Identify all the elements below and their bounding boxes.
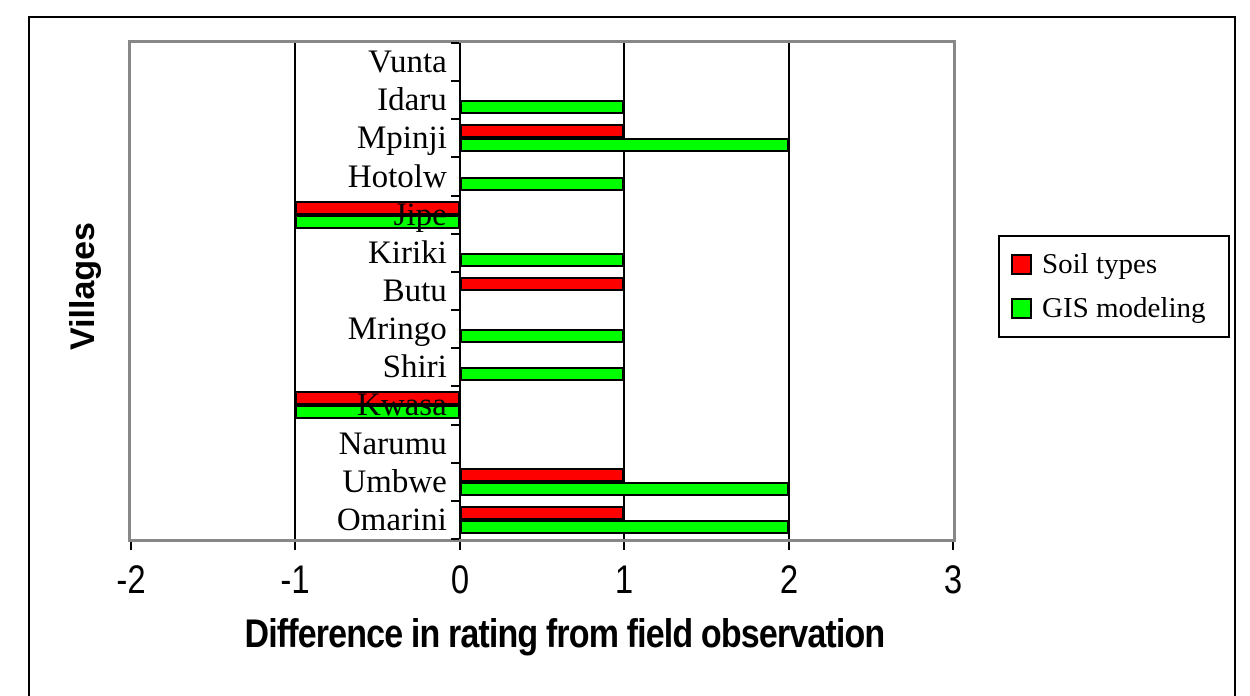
x-axis-title: Difference in rating from field observat… xyxy=(244,612,886,656)
y-axis-title: Villages xyxy=(64,222,102,350)
bar-gis-modeling-shiri xyxy=(459,367,625,382)
bar-soil-types-jipe xyxy=(295,200,460,215)
bar-soil-types-kwasa xyxy=(295,391,460,406)
category-label-jipe: Jipe xyxy=(393,196,447,233)
category-label-mringo: Mringo xyxy=(347,311,447,348)
category-tick xyxy=(450,538,459,540)
category-tick xyxy=(450,347,459,350)
category-label-hotolw: Hotolw xyxy=(347,158,447,195)
category-tick xyxy=(450,461,459,464)
category-tick xyxy=(450,385,459,388)
legend-swatch-soil-types xyxy=(1011,254,1032,275)
x-tick-0 xyxy=(458,542,461,550)
x-tick-label--2: -2 xyxy=(116,558,146,602)
category-label-idaru: Idaru xyxy=(377,82,447,119)
gridline-1 xyxy=(623,43,626,539)
category-label-mpinji: Mpinji xyxy=(356,120,447,157)
x-tick-label-2: 2 xyxy=(779,558,798,602)
category-tick xyxy=(450,232,459,235)
gridline--1 xyxy=(294,43,297,539)
legend-label-gis-modeling: GIS modeling xyxy=(1042,292,1206,324)
x-tick-label--1: -1 xyxy=(280,558,310,602)
x-tick-label-1: 1 xyxy=(615,558,634,602)
legend-swatch-gis-modeling xyxy=(1011,298,1032,319)
category-tick xyxy=(450,194,459,197)
category-label-kiriki: Kiriki xyxy=(367,234,447,271)
category-tick xyxy=(450,80,459,83)
legend-label-soil-types: Soil types xyxy=(1042,248,1158,280)
category-tick xyxy=(450,309,459,312)
x-tick-label-0: 0 xyxy=(450,558,469,602)
chart-outer-border xyxy=(28,16,1236,696)
bar-gis-modeling-kiriki xyxy=(459,252,625,267)
bar-soil-types-butu xyxy=(459,277,625,291)
category-label-omarini: Omarini xyxy=(336,501,447,538)
legend-item-gis-modeling: GIS modeling xyxy=(1011,292,1228,325)
category-tick xyxy=(450,156,459,159)
bar-gis-modeling-idaru xyxy=(459,100,625,115)
plot-area xyxy=(128,40,956,542)
bar-soil-types-mpinji xyxy=(459,124,625,139)
category-tick xyxy=(450,270,459,273)
x-tick-2 xyxy=(787,542,790,550)
category-label-kwasa: Kwasa xyxy=(356,387,447,424)
category-axis xyxy=(458,43,461,539)
bar-gis-modeling-mpinji xyxy=(459,138,789,153)
category-label-umbwe: Umbwe xyxy=(342,463,447,500)
category-tick xyxy=(450,118,459,121)
category-label-narumu: Narumu xyxy=(338,425,447,462)
category-tick xyxy=(450,499,459,502)
category-label-vunta: Vunta xyxy=(368,44,447,81)
bar-gis-modeling-mringo xyxy=(459,329,625,344)
bar-soil-types-omarini xyxy=(459,505,625,520)
x-tick--1 xyxy=(294,542,297,550)
x-tick-label-3: 3 xyxy=(943,558,963,602)
x-tick--2 xyxy=(130,542,132,550)
x-tick-1 xyxy=(623,542,626,550)
x-tick-3 xyxy=(952,542,954,550)
legend: Soil types GIS modeling xyxy=(998,235,1230,338)
bar-gis-modeling-kwasa xyxy=(295,405,460,420)
gridline-2 xyxy=(787,43,790,539)
category-tick xyxy=(450,423,459,426)
bar-gis-modeling-jipe xyxy=(295,214,460,229)
category-label-butu: Butu xyxy=(382,273,447,309)
bar-gis-modeling-omarini xyxy=(459,519,789,534)
bar-gis-modeling-umbwe xyxy=(459,481,789,496)
legend-item-soil-types: Soil types xyxy=(1011,248,1228,281)
bar-gis-modeling-hotolw xyxy=(459,176,625,191)
category-label-shiri: Shiri xyxy=(382,349,447,386)
bar-soil-types-umbwe xyxy=(459,467,625,482)
category-tick xyxy=(450,42,459,44)
